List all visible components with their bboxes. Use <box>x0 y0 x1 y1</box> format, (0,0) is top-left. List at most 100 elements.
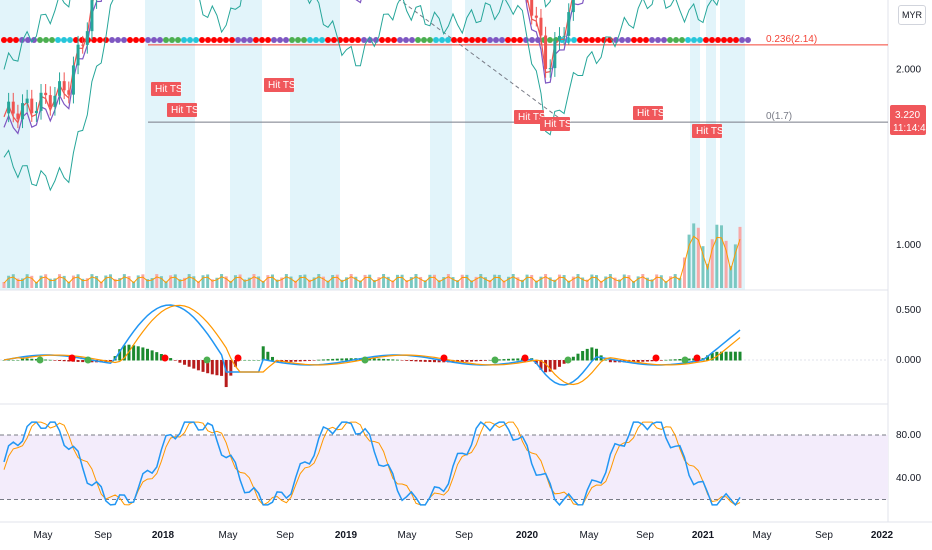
volume-bar <box>7 275 11 288</box>
signal-dot <box>67 37 73 43</box>
volume-bar <box>113 278 117 288</box>
stoch-k-line <box>3 421 741 507</box>
macd-cross-dot <box>491 356 499 364</box>
macd-histogram-bar <box>331 358 335 361</box>
signal-dot <box>79 37 85 43</box>
hit-ts-text: Hit TS <box>155 84 183 95</box>
macd-tick: 0.500 <box>896 305 921 316</box>
candle-body <box>557 35 561 41</box>
signal-dot <box>667 37 673 43</box>
macd-histogram-bar <box>321 359 325 361</box>
candle-body <box>53 95 57 107</box>
volume-bar <box>673 274 677 288</box>
volume-bar <box>210 279 214 288</box>
macd-histogram-bar <box>183 360 187 365</box>
volume-bar <box>206 274 210 288</box>
macd-cross-dot <box>564 356 572 364</box>
signal-dot <box>355 37 361 43</box>
hit-ts-text: Hit TS <box>268 80 296 91</box>
candle-body <box>548 68 552 70</box>
volume-bar <box>39 275 43 288</box>
macd-histogram-bar <box>67 360 71 362</box>
volume-bar <box>595 275 599 288</box>
volume-bar <box>136 275 140 288</box>
signal-dot <box>109 37 115 43</box>
signal-dot <box>631 37 637 43</box>
signal-dot <box>139 37 145 43</box>
candle-body <box>71 65 75 95</box>
macd-histogram-bar <box>44 359 48 361</box>
volume-bar <box>298 275 302 288</box>
signal-dot <box>319 37 325 43</box>
macd-histogram-bar <box>595 348 599 361</box>
signal-dot <box>7 37 13 43</box>
macd-histogram-bar <box>488 359 492 361</box>
bollinger-bands <box>3 0 719 192</box>
candle-body <box>30 98 34 114</box>
fib-label: 0.236(2.14) <box>766 34 817 45</box>
macd-cross-dot <box>68 354 76 362</box>
macd-histogram-bar <box>201 360 205 372</box>
highlight-column <box>465 0 512 290</box>
volume-bar <box>493 274 497 288</box>
volume-bar <box>233 275 237 288</box>
volume-bar <box>733 244 737 288</box>
volume-bar <box>270 274 274 288</box>
macd-histogram-bar <box>136 346 140 361</box>
currency-button[interactable]: MYR <box>898 5 926 25</box>
signal-dot <box>637 37 643 43</box>
macd-histogram-bar <box>247 360 251 361</box>
signal-dot <box>673 37 679 43</box>
volume-bar <box>525 274 529 288</box>
signal-dot <box>589 37 595 43</box>
volume-bar <box>48 278 52 288</box>
volume-bar <box>164 281 168 288</box>
volume-bar <box>437 280 441 288</box>
signal-dot <box>349 37 355 43</box>
current-price-text: 3.220 <box>895 110 920 121</box>
volume-bar <box>159 276 163 288</box>
volume-bar <box>62 275 66 288</box>
signal-dot <box>301 37 307 43</box>
macd-histogram-bar <box>502 359 506 361</box>
macd-histogram-bar <box>215 360 219 376</box>
volume-bar <box>252 274 256 288</box>
signal-dot <box>241 37 247 43</box>
volume-bar <box>460 274 464 288</box>
signal-dot <box>493 37 499 43</box>
signal-dot <box>1 37 7 43</box>
lower-band <box>3 0 719 192</box>
volume-bar <box>724 240 728 288</box>
time-tick: May <box>219 530 238 541</box>
candle-body <box>530 0 534 16</box>
signal-dot <box>205 37 211 43</box>
signal-dot <box>169 37 175 43</box>
macd-histogram-bar <box>386 359 390 361</box>
volume-bar <box>488 280 492 288</box>
candle-body <box>34 110 38 114</box>
signal-dot <box>529 37 535 43</box>
macd-histogram-bar <box>571 356 575 361</box>
macd-histogram-bar <box>345 358 349 361</box>
signal-dot <box>223 37 229 43</box>
volume-bar <box>534 280 538 288</box>
volume-bar <box>465 274 469 288</box>
volume-bar <box>664 281 668 288</box>
signal-dot <box>733 37 739 43</box>
hit-ts-label <box>633 106 663 120</box>
macd-cross-dot <box>440 354 448 362</box>
hit-ts-label <box>514 110 544 124</box>
signal-dot <box>415 37 421 43</box>
signal-line <box>3 304 741 386</box>
volume-bar <box>331 274 335 288</box>
volume-bar <box>34 281 38 288</box>
volume-bar <box>571 276 575 288</box>
macd-histogram-bar <box>673 359 677 361</box>
macd-histogram-bar <box>233 360 237 367</box>
volume-bar <box>655 274 659 288</box>
volume-bar <box>706 263 710 288</box>
volume-bar <box>67 281 71 288</box>
signal-dot <box>655 37 661 43</box>
